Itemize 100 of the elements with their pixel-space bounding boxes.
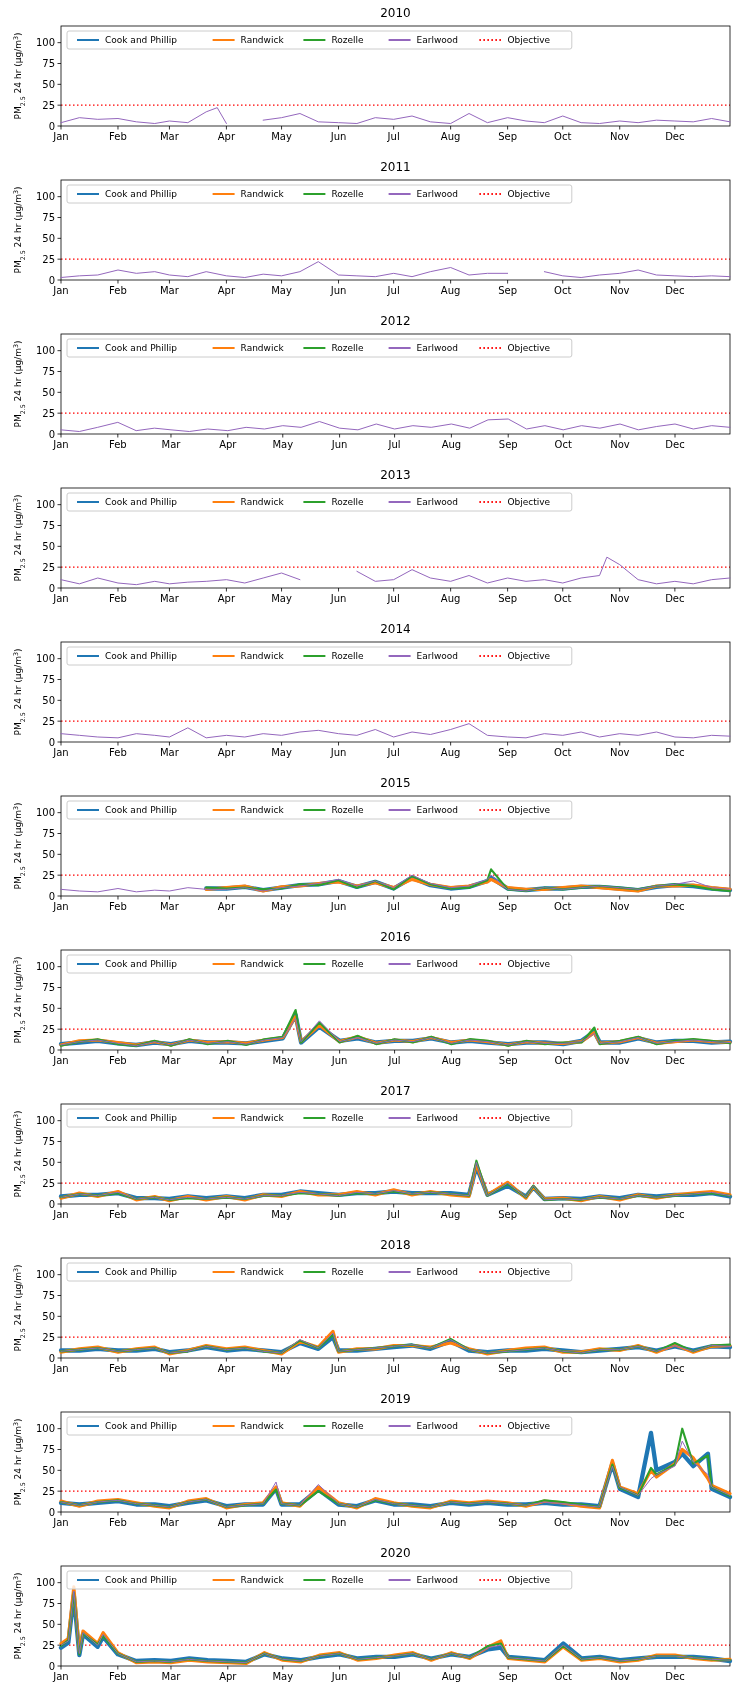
y-tick-label: 50 bbox=[42, 1310, 55, 1322]
y-tick-label: 25 bbox=[42, 407, 55, 419]
x-tick-label: Oct bbox=[554, 747, 572, 758]
x-tick-label: Mar bbox=[161, 1671, 182, 1682]
legend-label: Earlwood bbox=[416, 1267, 459, 1278]
x-tick-label: Sep bbox=[498, 1363, 518, 1374]
legend-label: Objective bbox=[507, 651, 551, 662]
x-tick-label: Jan bbox=[52, 1671, 69, 1682]
legend-label: Randwick bbox=[240, 35, 285, 46]
legend-label: Earlwood bbox=[416, 497, 459, 508]
legend-label: Randwick bbox=[240, 651, 285, 662]
x-tick-label: Nov bbox=[610, 1055, 630, 1066]
chart-title: 2020 bbox=[380, 1546, 411, 1560]
legend-label: Cook and Phillip bbox=[105, 497, 178, 508]
y-tick-label: 50 bbox=[42, 1464, 55, 1476]
x-tick-label: Jul bbox=[386, 285, 400, 296]
y-tick-label: 25 bbox=[42, 1639, 55, 1651]
x-tick-label: Mar bbox=[160, 1517, 180, 1528]
x-tick-label: Mar bbox=[160, 593, 180, 604]
x-tick-label: Oct bbox=[554, 1209, 572, 1220]
y-tick-label: 100 bbox=[35, 1269, 55, 1281]
x-tick-label: May bbox=[272, 1671, 294, 1682]
x-tick-label: Jun bbox=[330, 1055, 348, 1066]
x-tick-label: Sep bbox=[498, 593, 518, 604]
y-tick-label: 75 bbox=[42, 1598, 55, 1609]
legend-label: Cook and Phillip bbox=[105, 1575, 178, 1586]
x-tick-label: Aug bbox=[441, 439, 462, 450]
x-tick-label: Jun bbox=[329, 901, 347, 912]
legend-label: Earlwood bbox=[416, 805, 459, 816]
legend-label: Rozelle bbox=[331, 35, 365, 46]
x-tick-label: Mar bbox=[160, 285, 180, 296]
y-tick-label: 100 bbox=[35, 345, 55, 357]
legend-label: Cook and Phillip bbox=[105, 1421, 178, 1432]
x-tick-label: Mar bbox=[160, 901, 180, 912]
y-tick-label: 100 bbox=[35, 499, 55, 511]
x-tick-label: Oct bbox=[554, 285, 572, 296]
y-tick-label: 0 bbox=[48, 120, 55, 132]
y-tick-label: 100 bbox=[35, 961, 55, 973]
x-tick-label: Nov bbox=[609, 1363, 630, 1374]
x-tick-label: Jul bbox=[386, 1517, 400, 1528]
legend-label: Earlwood bbox=[416, 189, 459, 200]
x-tick-label: Aug bbox=[440, 285, 461, 296]
x-tick-label: Jul bbox=[387, 1671, 401, 1682]
y-tick-label: 100 bbox=[35, 653, 55, 665]
legend-label: Cook and Phillip bbox=[105, 959, 178, 970]
x-tick-label: May bbox=[271, 901, 292, 912]
legend-label: Rozelle bbox=[331, 651, 365, 662]
chart-title: 2014 bbox=[380, 622, 411, 636]
x-tick-label: Feb bbox=[109, 285, 127, 296]
x-tick-label: Dec bbox=[665, 593, 685, 604]
y-tick-label: 25 bbox=[42, 869, 55, 881]
x-tick-label: Feb bbox=[109, 747, 127, 758]
y-tick-label: 75 bbox=[42, 1136, 55, 1147]
y-tick-label: 0 bbox=[48, 1352, 55, 1364]
y-tick-label: 0 bbox=[48, 1506, 55, 1518]
legend-label: Objective bbox=[507, 1421, 551, 1432]
x-tick-label: Apr bbox=[219, 1671, 238, 1682]
x-tick-label: Nov bbox=[610, 439, 630, 450]
x-tick-label: Aug bbox=[441, 1671, 462, 1682]
x-tick-label: Jul bbox=[387, 439, 401, 450]
legend-label: Rozelle bbox=[331, 1421, 365, 1432]
x-tick-label: Jul bbox=[386, 1209, 400, 1220]
legend-label: Randwick bbox=[240, 1267, 285, 1278]
legend-label: Objective bbox=[507, 805, 551, 816]
y-tick-label: 75 bbox=[42, 1444, 55, 1455]
y-tick-label: 75 bbox=[42, 58, 55, 69]
legend-label: Cook and Phillip bbox=[105, 189, 178, 200]
x-tick-label: Aug bbox=[441, 1055, 462, 1066]
x-tick-label: May bbox=[271, 1363, 292, 1374]
x-tick-label: Oct bbox=[554, 439, 572, 450]
x-tick-label: Jan bbox=[52, 1363, 69, 1374]
x-tick-label: Jan bbox=[52, 439, 69, 450]
legend-label: Cook and Phillip bbox=[105, 651, 178, 662]
y-tick-label: 100 bbox=[35, 191, 55, 203]
legend-label: Rozelle bbox=[331, 1113, 365, 1124]
x-tick-label: May bbox=[271, 1209, 292, 1220]
legend-label: Cook and Phillip bbox=[105, 1267, 178, 1278]
x-tick-label: Apr bbox=[217, 1517, 236, 1528]
x-tick-label: Apr bbox=[217, 747, 236, 758]
legend-label: Cook and Phillip bbox=[105, 1113, 178, 1124]
x-tick-label: Sep bbox=[498, 901, 518, 912]
legend-label: Rozelle bbox=[331, 805, 365, 816]
y-tick-label: 50 bbox=[42, 1156, 55, 1168]
y-tick-label: 25 bbox=[42, 561, 55, 573]
y-tick-label: 0 bbox=[48, 274, 55, 286]
legend-label: Earlwood bbox=[416, 343, 459, 354]
x-tick-label: Feb bbox=[108, 439, 127, 450]
x-tick-label: Nov bbox=[609, 1209, 630, 1220]
x-tick-label: Aug bbox=[440, 747, 461, 758]
y-tick-label: 25 bbox=[42, 1177, 55, 1189]
x-tick-label: Aug bbox=[440, 901, 461, 912]
x-tick-label: Jul bbox=[386, 1363, 400, 1374]
x-tick-label: Jan bbox=[52, 1055, 69, 1066]
chart-title: 2018 bbox=[380, 1238, 411, 1252]
x-tick-label: May bbox=[272, 439, 294, 450]
y-tick-label: 25 bbox=[42, 1485, 55, 1497]
x-tick-label: Sep bbox=[498, 1671, 518, 1682]
x-tick-label: Dec bbox=[665, 131, 685, 142]
x-tick-label: Sep bbox=[498, 439, 518, 450]
x-tick-label: Dec bbox=[665, 747, 685, 758]
